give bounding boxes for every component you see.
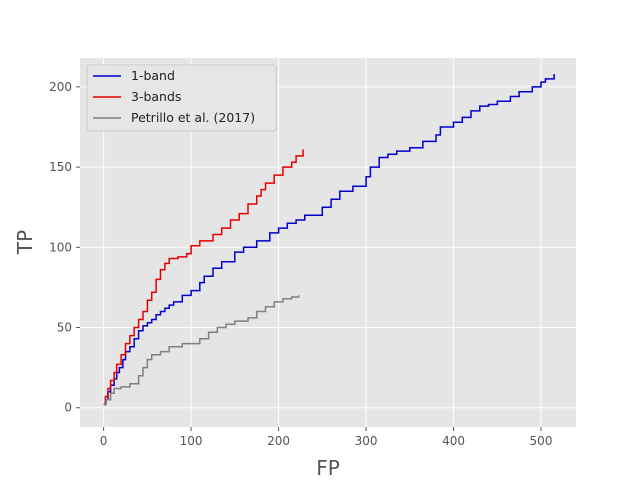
- y-tick-label: 200: [49, 80, 72, 94]
- x-tick-label: 300: [355, 434, 378, 448]
- grid: [80, 58, 576, 427]
- x-tick-label: 100: [180, 434, 203, 448]
- x-tick-label: 0: [100, 434, 108, 448]
- legend-box: [86, 64, 277, 132]
- x-axis-label: FP: [316, 456, 340, 480]
- legend-label-0: 1-band: [131, 68, 175, 83]
- x-tick-label: 500: [530, 434, 553, 448]
- y-tick-label: 100: [49, 240, 72, 254]
- y-axis-label: TP: [13, 230, 37, 255]
- legend: 1-band 3-bands Petrillo et al. (2017): [86, 64, 277, 132]
- x-tick-label: 200: [267, 434, 290, 448]
- legend-label-2: Petrillo et al. (2017): [131, 110, 255, 125]
- series-line-0: [103, 74, 555, 406]
- series-line-2: [103, 295, 300, 406]
- legend-label-1: 3-bands: [131, 89, 181, 104]
- y-tick-label: 150: [49, 160, 72, 174]
- series-group: [103, 74, 555, 406]
- ticks-group: 0 100 200 300 400 500 0 50 100 150 200: [49, 80, 552, 448]
- x-tick-label: 400: [442, 434, 465, 448]
- series-line-1: [103, 149, 304, 406]
- y-tick-label: 50: [57, 321, 72, 335]
- y-tick-label: 0: [64, 401, 72, 415]
